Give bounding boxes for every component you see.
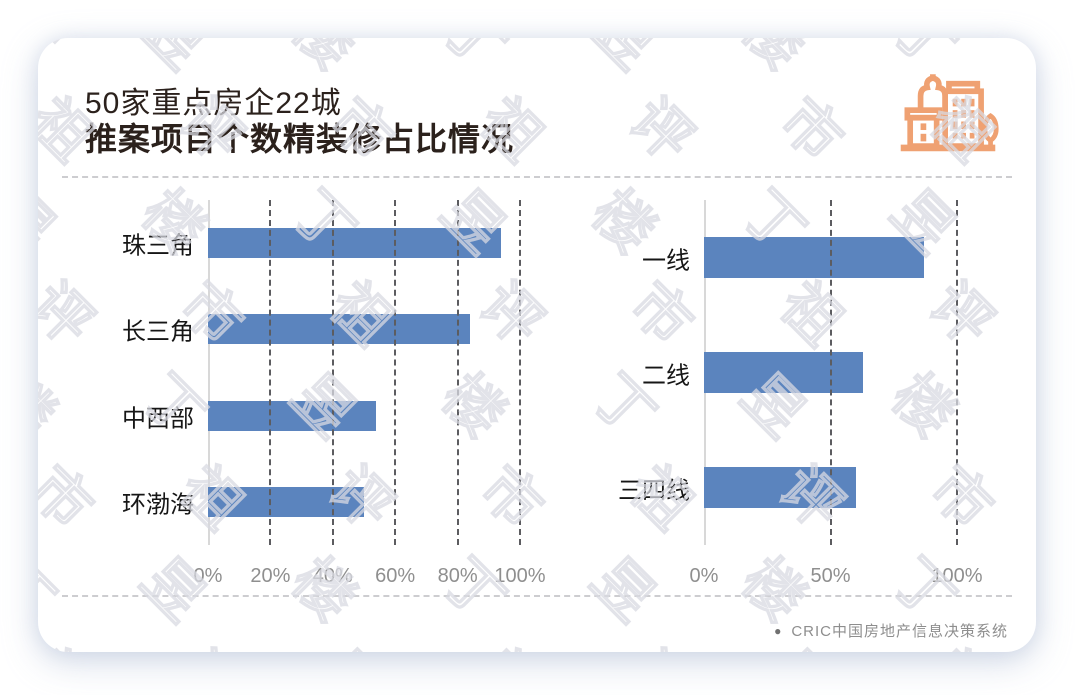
category-label: 珠三角 (122, 232, 194, 260)
gridline (519, 200, 521, 545)
header-divider (62, 176, 1012, 178)
gridline (829, 200, 832, 545)
footer-divider (62, 595, 1012, 597)
axis-tick: 100% (931, 565, 983, 587)
gridline (456, 200, 459, 545)
gridline (269, 200, 272, 545)
category-label: 三四线 (618, 477, 690, 504)
category-label: 二线 (642, 362, 690, 389)
axis-tick: 100% (494, 565, 546, 587)
bar (704, 467, 856, 508)
axis-tick: 40% (312, 565, 353, 587)
gridline (956, 200, 958, 545)
axis-tick: 0% (193, 565, 223, 587)
plot-area (208, 200, 521, 545)
bar (208, 314, 471, 345)
chart-title-line2: 推案项目个数精装修占比情况 (85, 121, 515, 157)
category-label: 长三角 (122, 318, 194, 346)
category-label: 环渤海 (122, 491, 194, 519)
axis-tick: 60% (375, 565, 416, 587)
bar-chart-city-tiers: 一线二线三四线 0% 50% 100% (38, 38, 1036, 652)
axis-tick: 0% (689, 565, 719, 587)
bar (704, 352, 864, 393)
category-label: 中西部 (122, 405, 194, 433)
bar (704, 237, 925, 278)
axis-line (208, 200, 210, 545)
source-text: CRIC中国房地产信息决策系统 (791, 623, 1008, 640)
axis-tick: 80% (437, 565, 478, 587)
chart-title-line1: 50家重点房企22城 (85, 87, 342, 120)
plot-area (704, 200, 958, 545)
city-buildings-icon (900, 74, 999, 152)
axis-tick: 20% (250, 565, 291, 587)
axis-tick: 50% (810, 565, 851, 587)
source-line: ● CRIC中国房地产信息决策系统 (774, 620, 1008, 641)
bullet-icon: ● (774, 623, 782, 638)
gridline (394, 200, 397, 545)
bar-chart-regions: 珠三角长三角中西部环渤海 0% 20% 40% 60% 80% 100% (38, 38, 1036, 652)
bar (208, 486, 364, 517)
category-label: 一线 (642, 247, 690, 274)
chart-card: 50家重点房企22城 推案项目个数精装修占比情况 珠三角长三角中西部环渤海 0% 2… (38, 38, 1036, 652)
bar (208, 228, 502, 259)
bar (208, 400, 377, 431)
gridline (331, 200, 334, 545)
